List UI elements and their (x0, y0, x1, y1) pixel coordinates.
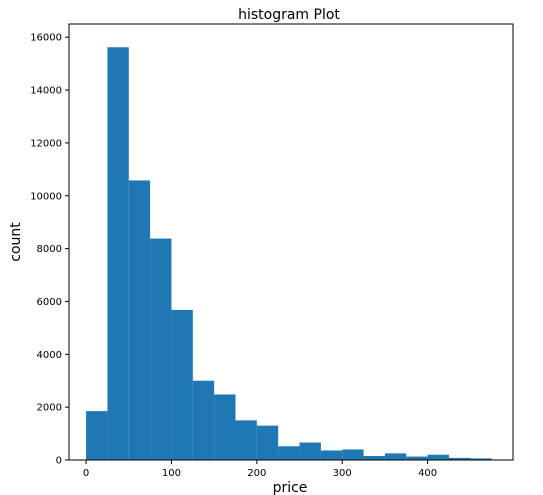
histogram-bar (214, 394, 236, 460)
y-tick-label: 2000 (37, 403, 62, 414)
histogram-bar (192, 380, 215, 460)
histogram-bar (342, 449, 364, 460)
histogram-bar (470, 458, 492, 460)
plot-frame (68, 23, 514, 461)
y-tick-label: 16000 (30, 33, 62, 44)
x-axis-ticks: 0 100 200 300 400 (83, 460, 437, 479)
y-axis-ticks: 0 2000 4000 6000 8000 10000 12000 14000 16000 (30, 33, 69, 467)
histogram-bar (256, 425, 279, 460)
histogram-bar (128, 180, 151, 460)
histogram-bar (320, 450, 343, 460)
x-tick-label: 200 (247, 468, 266, 479)
x-axis-label: price (273, 480, 308, 495)
histogram-bar (150, 238, 172, 460)
x-tick-label: 100 (162, 468, 181, 479)
x-tick-label: 400 (418, 468, 437, 479)
histogram-bar (427, 454, 449, 460)
y-axis-label: count (8, 222, 24, 262)
bars-group (86, 47, 492, 461)
y-tick-label: 14000 (30, 86, 62, 97)
chart-title: histogram Plot (238, 7, 340, 23)
histogram-bar (278, 446, 300, 460)
histogram-bar (384, 453, 407, 460)
histogram-bar (171, 309, 193, 460)
histogram-bar (363, 456, 385, 460)
y-tick-label: 8000 (37, 244, 62, 255)
histogram-bar (86, 411, 108, 460)
x-tick-label: 0 (83, 468, 89, 479)
y-tick-label: 4000 (37, 350, 62, 361)
y-tick-label: 0 (56, 456, 62, 467)
histogram-bar (235, 420, 257, 460)
histogram-bar (107, 47, 129, 461)
y-tick-label: 12000 (30, 138, 62, 149)
y-tick-label: 10000 (30, 191, 62, 202)
histogram-bar (448, 457, 471, 460)
x-tick-label: 300 (333, 468, 352, 479)
y-tick-label: 6000 (37, 297, 62, 308)
histogram-bar (406, 456, 428, 460)
histogram-bar (299, 442, 321, 460)
